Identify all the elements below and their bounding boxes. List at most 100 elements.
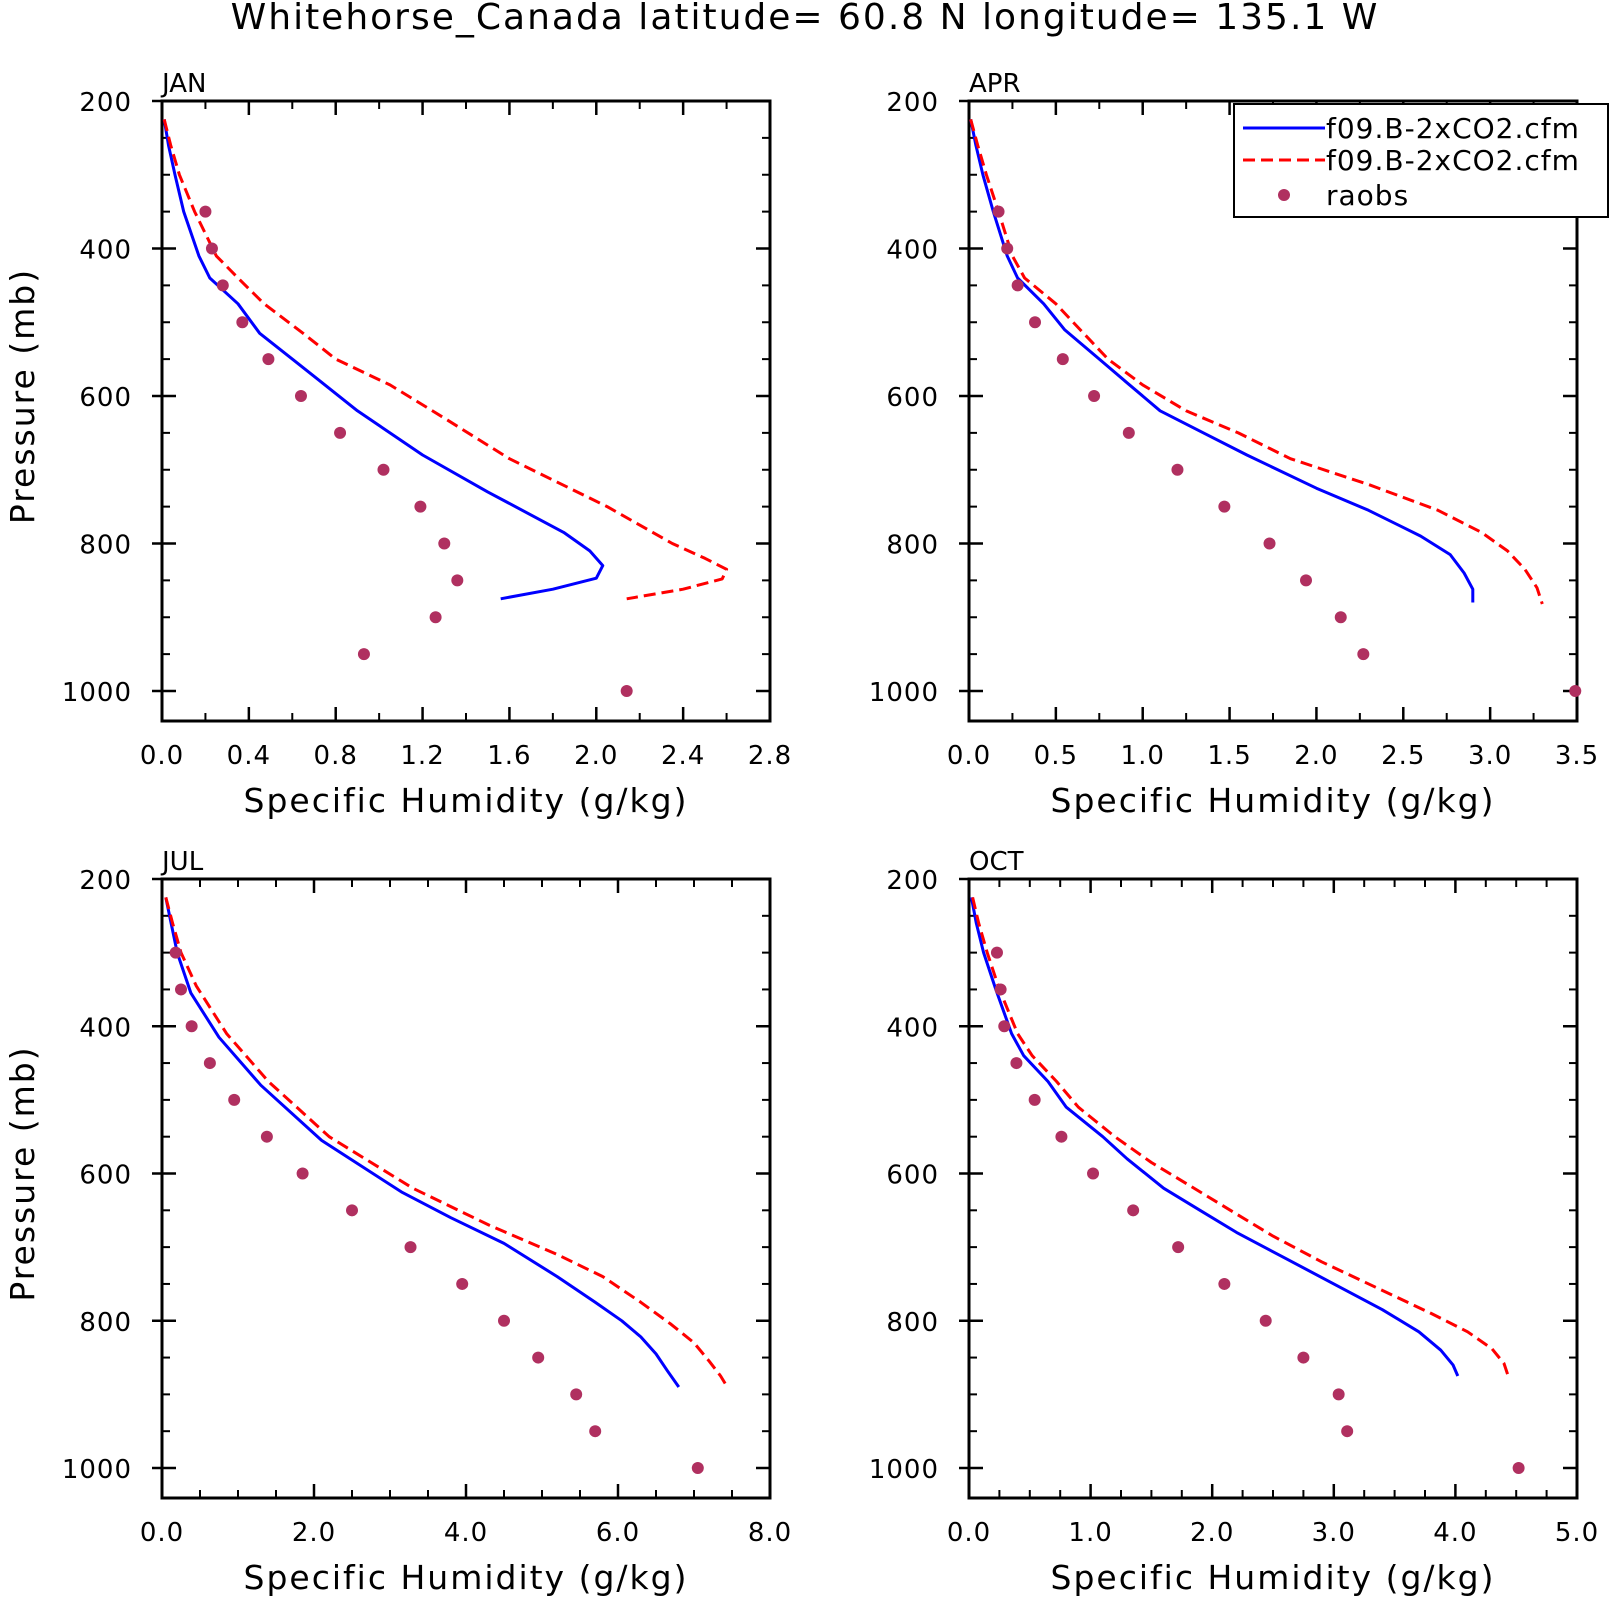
raobs-point (414, 500, 427, 513)
x-tick-label: 2.0 (1190, 1518, 1234, 1548)
raobs-point (185, 1020, 198, 1033)
x-tick-label: 5.0 (1555, 1518, 1599, 1548)
raobs-point (175, 983, 187, 996)
x-tick-label: 3.0 (1468, 741, 1512, 771)
model-solid-line (969, 897, 1460, 1377)
raobs-point (404, 1241, 417, 1254)
raobs-point (205, 242, 218, 255)
x-tick-label: 2.0 (1294, 741, 1338, 771)
raobs-point (199, 205, 212, 218)
model-dashed-line (162, 119, 729, 601)
raobs-point (1172, 1241, 1185, 1254)
raobs-point (451, 574, 464, 587)
raobs-point (1028, 1093, 1041, 1106)
y-tick-label: 400 (886, 1013, 939, 1043)
raobs-point (1297, 1351, 1310, 1364)
raobs-point (1569, 685, 1582, 697)
y-tick-label: 800 (886, 531, 939, 561)
y-tick-label: 1000 (62, 1455, 132, 1485)
raobs-point (1055, 1130, 1068, 1143)
raobs-point (1127, 1204, 1140, 1217)
raobs-point (1263, 537, 1276, 550)
x-tick-label: 0.0 (947, 1518, 991, 1548)
x-axis-label: Specific Humidity (g/kg) (244, 1558, 689, 1597)
raobs-point (260, 1130, 273, 1143)
x-tick-label: 3.0 (1312, 1518, 1356, 1548)
y-tick-label: 600 (79, 1161, 132, 1191)
raobs-point (1011, 279, 1024, 292)
y-tick-label: 600 (79, 383, 132, 413)
raobs-point (1056, 353, 1069, 366)
x-tick-label: 1.5 (1207, 741, 1251, 771)
panels: JAN 200 400 600 800 1000 0.0 0.4 0.8 1.2 1.6 2.0 2.4… (3, 69, 1599, 1597)
x-tick-label: 2.5 (1381, 741, 1425, 771)
raobs-point (1171, 463, 1184, 476)
panel-label: JAN (160, 69, 206, 99)
raobs-point (620, 685, 633, 697)
model-dashed-line (164, 897, 730, 1390)
raobs-point (990, 946, 1003, 959)
y-tick-label: 1000 (62, 678, 132, 708)
x-tick-label: 2.4 (661, 741, 705, 771)
panel-oct: OCT 200 400 600 800 1000 0.0 1.0 2.0 3.0 4.0 5.0 Spe… (869, 847, 1599, 1597)
model-solid-line (164, 897, 681, 1388)
raobs-point (1300, 574, 1313, 587)
raobs-point (203, 1057, 216, 1070)
legend-entry-raobs: raobs (1326, 179, 1409, 212)
raobs-point (236, 316, 249, 329)
raobs-point (1259, 1314, 1272, 1327)
figure-title: Whitehorse_Canada latitude= 60.8 N longi… (231, 0, 1380, 38)
x-tick-label: 0.0 (140, 1518, 184, 1548)
raobs-point (334, 426, 347, 439)
legend-marker-swatch (1278, 189, 1290, 201)
legend: f09.B-2xCO2.cfm f09.B-2xCO2.cfm raobs (1233, 103, 1609, 218)
legend-entry-dashed: f09.B-2xCO2.cfm (1326, 144, 1580, 177)
model-solid-line (162, 119, 605, 601)
y-tick-label: 1000 (869, 1455, 939, 1485)
panel-label: APR (969, 69, 1021, 99)
model-solid-line (969, 119, 1475, 603)
raobs-point (498, 1314, 510, 1327)
x-tick-label: 0.0 (947, 741, 991, 771)
y-tick-label: 400 (79, 236, 132, 266)
y-axis-label: Pressure (mb) (3, 1045, 42, 1301)
raobs-point (1341, 1425, 1354, 1438)
raobs-point (992, 205, 1005, 218)
raobs-point (1087, 1167, 1100, 1180)
raobs-point (1010, 1057, 1023, 1070)
panel-jan: JAN 200 400 600 800 1000 0.0 0.4 0.8 1.2 1.6 2.0 2.4… (3, 69, 791, 820)
x-axis-label: Specific Humidity (g/kg) (1051, 781, 1496, 820)
raobs-point (228, 1093, 241, 1106)
y-tick-label: 800 (79, 1308, 132, 1338)
y-tick-label: 200 (79, 88, 132, 118)
plot-frame (160, 99, 772, 723)
raobs-point (1218, 500, 1231, 513)
raobs-point (296, 1167, 309, 1180)
legend-entry-solid: f09.B-2xCO2.cfm (1326, 112, 1580, 145)
model-dashed-line (971, 897, 1511, 1379)
x-axis-label: Specific Humidity (g/kg) (244, 781, 689, 820)
y-tick-label: 600 (886, 1161, 939, 1191)
raobs-point (1512, 1462, 1525, 1474)
raobs-point (429, 611, 442, 624)
raobs-point (169, 946, 182, 959)
raobs-point (1357, 648, 1370, 661)
x-tick-label: 1.6 (487, 741, 531, 771)
x-tick-label: 0.0 (140, 741, 184, 771)
raobs-point (691, 1462, 704, 1474)
x-tick-label: 3.5 (1555, 741, 1599, 771)
raobs-point (994, 983, 1007, 996)
x-tick-label: 0.4 (227, 741, 271, 771)
raobs-point (294, 390, 307, 402)
y-tick-label: 400 (79, 1013, 132, 1043)
y-tick-label: 800 (886, 1308, 939, 1338)
raobs-point (1334, 611, 1347, 624)
raobs-point (532, 1351, 545, 1364)
raobs-point (1029, 316, 1042, 329)
x-tick-label: 8.0 (748, 1518, 792, 1548)
raobs-point (216, 279, 229, 292)
y-tick-label: 200 (886, 866, 939, 896)
raobs-point (998, 1020, 1011, 1033)
